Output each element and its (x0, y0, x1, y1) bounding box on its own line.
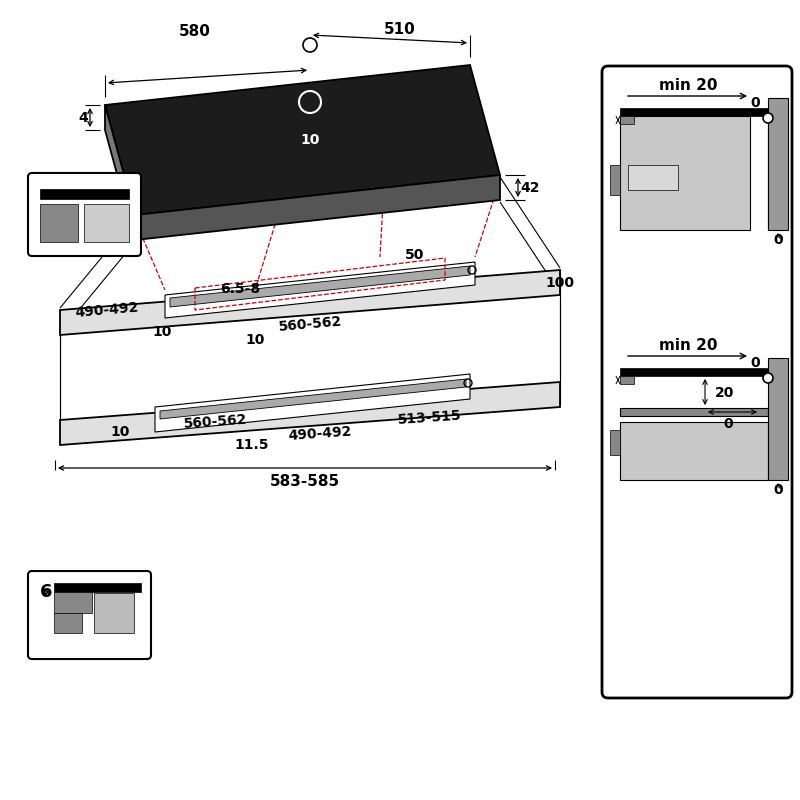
Text: 580: 580 (179, 25, 211, 39)
Text: 490-492: 490-492 (288, 425, 352, 443)
Bar (54, 613, 82, 633)
Bar (620, 116, 634, 124)
Bar (620, 368, 768, 376)
Text: 42: 42 (520, 181, 540, 194)
Bar (54, 583, 141, 592)
Text: 0: 0 (750, 356, 760, 370)
Bar (768, 98, 788, 230)
Text: 10: 10 (300, 133, 320, 147)
Text: 583-585: 583-585 (270, 474, 340, 490)
FancyBboxPatch shape (28, 571, 151, 659)
FancyBboxPatch shape (28, 173, 141, 256)
Bar (610, 165, 620, 195)
Polygon shape (105, 105, 135, 240)
Text: 6.5-8: 6.5-8 (220, 282, 260, 296)
Text: 50: 50 (406, 248, 425, 262)
Text: 10: 10 (110, 425, 130, 439)
Text: 490-492: 490-492 (74, 300, 139, 320)
Text: 0: 0 (750, 96, 760, 110)
Text: min 20: min 20 (658, 78, 718, 93)
Text: 560-562: 560-562 (278, 314, 342, 334)
Bar (620, 108, 768, 116)
Text: 510: 510 (384, 22, 416, 38)
Polygon shape (155, 374, 470, 432)
Polygon shape (135, 175, 500, 240)
Bar (40, 189, 129, 199)
Polygon shape (160, 379, 466, 419)
Text: 6: 6 (40, 583, 52, 601)
Text: 10: 10 (152, 325, 172, 339)
Bar (54, 592, 92, 613)
Bar (620, 376, 634, 384)
Bar (610, 430, 620, 455)
Circle shape (763, 373, 773, 383)
Text: 560-562: 560-562 (182, 413, 247, 431)
Text: 0: 0 (723, 417, 733, 431)
Text: 513-515: 513-515 (398, 409, 462, 427)
Text: 11.5: 11.5 (234, 438, 270, 452)
Polygon shape (105, 65, 500, 215)
Text: 0: 0 (773, 483, 783, 497)
Bar (620, 116, 750, 230)
Text: 0: 0 (773, 233, 783, 247)
Text: 10: 10 (246, 333, 265, 347)
Bar (94, 593, 134, 633)
Bar (768, 358, 788, 480)
Bar (620, 422, 768, 480)
Bar (620, 408, 768, 416)
Bar (628, 165, 678, 190)
Polygon shape (60, 382, 560, 445)
Polygon shape (170, 266, 470, 307)
Text: 4: 4 (78, 110, 88, 125)
Circle shape (763, 113, 773, 123)
Bar (84, 204, 129, 242)
Polygon shape (165, 262, 475, 318)
FancyBboxPatch shape (602, 66, 792, 698)
Polygon shape (60, 270, 560, 335)
Text: min 20: min 20 (658, 338, 718, 353)
Bar (40, 204, 78, 242)
Text: 100: 100 (545, 276, 574, 290)
Text: 20: 20 (715, 386, 734, 400)
